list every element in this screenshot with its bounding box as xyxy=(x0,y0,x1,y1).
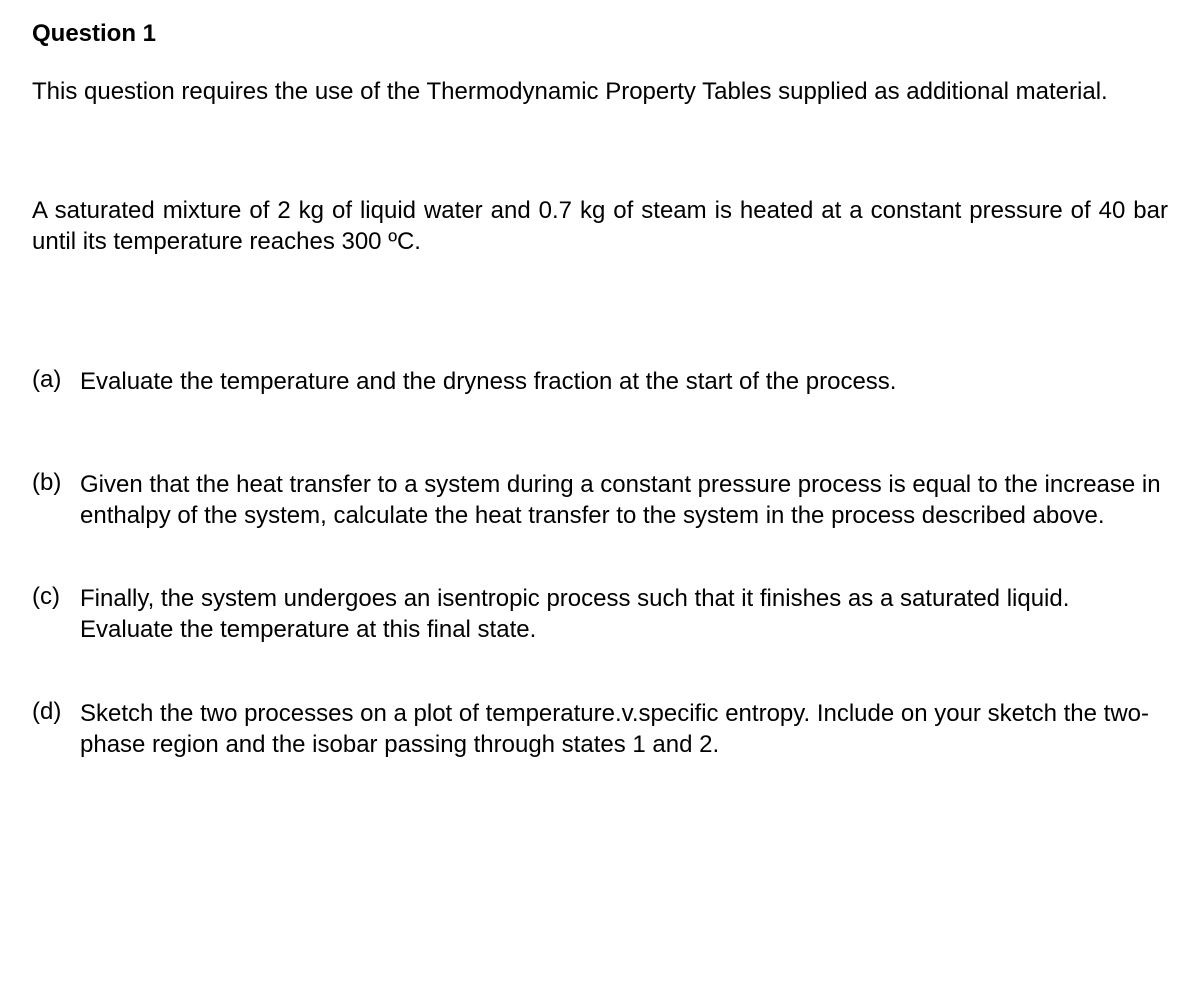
part-d: (d) Sketch the two processes on a plot o… xyxy=(32,698,1168,760)
part-c-label: (c) xyxy=(32,583,80,645)
part-b-label: (b) xyxy=(32,469,80,531)
part-b-content: Given that the heat transfer to a system… xyxy=(80,469,1168,531)
part-d-content: Sketch the two processes on a plot of te… xyxy=(80,698,1168,760)
part-a-label: (a) xyxy=(32,366,80,397)
part-c: (c) Finally, the system undergoes an ise… xyxy=(32,583,1168,645)
part-b: (b) Given that the heat transfer to a sy… xyxy=(32,469,1168,531)
scenario-text: A saturated mixture of 2 kg of liquid wa… xyxy=(32,195,1168,257)
question-title: Question 1 xyxy=(32,20,1168,48)
intro-text: This question requires the use of the Th… xyxy=(32,76,1168,107)
part-c-content: Finally, the system undergoes an isentro… xyxy=(80,583,1168,645)
part-a: (a) Evaluate the temperature and the dry… xyxy=(32,366,1168,397)
part-d-label: (d) xyxy=(32,698,80,760)
part-a-content: Evaluate the temperature and the dryness… xyxy=(80,366,1168,397)
